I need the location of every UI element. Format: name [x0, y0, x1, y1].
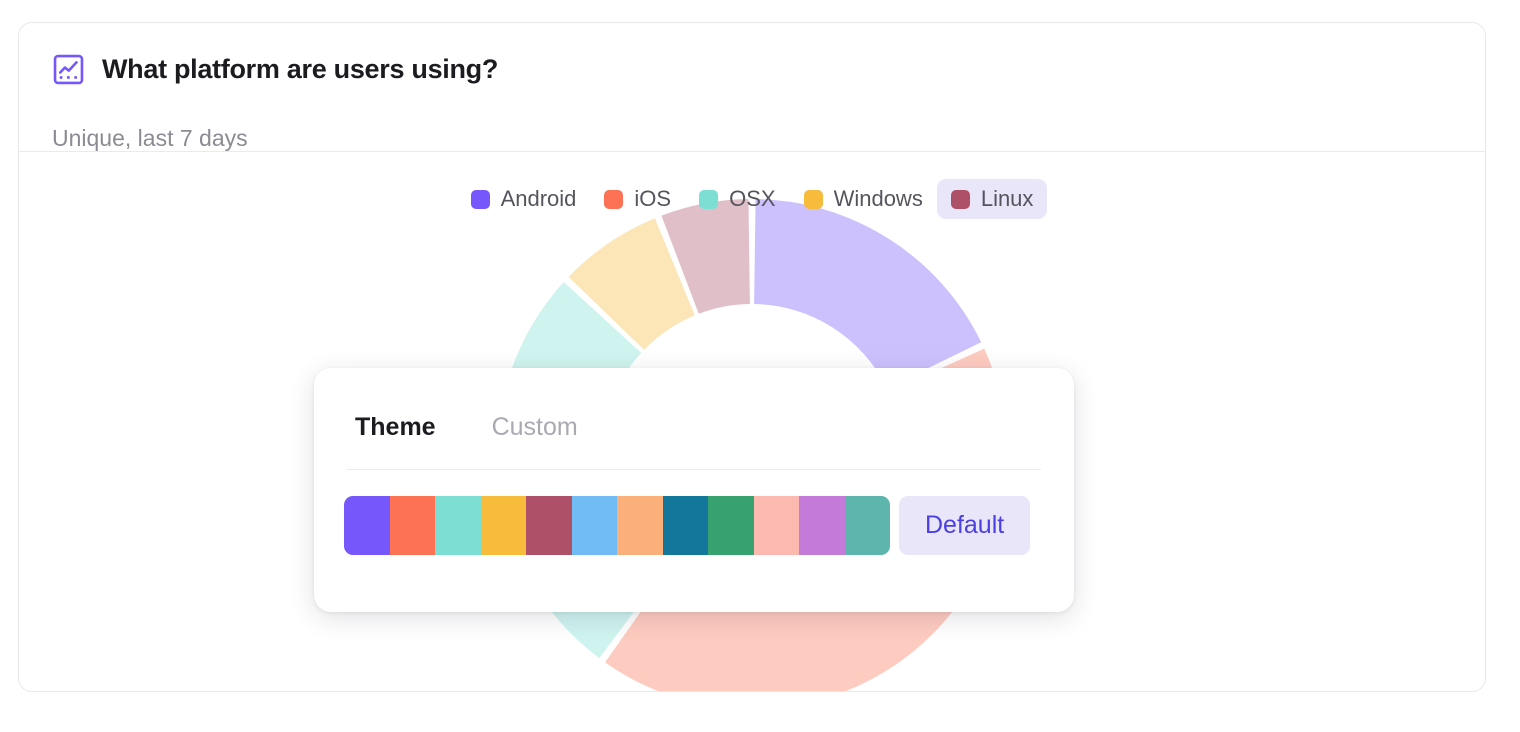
legend-item-label: OSX — [729, 186, 776, 211]
palette-chip-0[interactable] — [344, 496, 390, 555]
legend-item-label: Android — [500, 186, 577, 211]
legend-item-linux[interactable]: Linux — [936, 179, 1048, 219]
palette-chip-4[interactable] — [526, 496, 572, 555]
card-subtitle: Unique, last 7 days — [52, 125, 248, 151]
tab-custom[interactable]: Custom — [491, 413, 578, 441]
legend-item-windows[interactable]: Windows — [790, 179, 937, 219]
palette-chip-1[interactable] — [389, 496, 435, 555]
palette-chip-10[interactable] — [799, 496, 845, 555]
palette-chip-5[interactable] — [571, 496, 617, 555]
palette-chip-9[interactable] — [753, 496, 799, 555]
legend-item-android[interactable]: Android — [457, 179, 591, 219]
legend-item-osx[interactable]: OSX — [685, 179, 789, 219]
palette-chip-11[interactable] — [844, 496, 890, 555]
card-header: What platform are users using? Unique, l… — [19, 23, 1485, 152]
legend-item-label: Linux — [980, 186, 1034, 211]
platform-chart-card: What platform are users using? Unique, l… — [18, 22, 1486, 692]
chart-legend: Android iOS OSX Windows Linux — [19, 179, 1485, 219]
palette-chip-7[interactable] — [662, 496, 708, 555]
tab-theme[interactable]: Theme — [355, 413, 436, 441]
legend-swatch-windows-icon — [803, 189, 823, 209]
palette-row: Default — [344, 496, 1031, 555]
legend-swatch-android-icon — [470, 189, 490, 209]
palette-swatch-strip[interactable] — [344, 496, 890, 555]
legend-item-ios[interactable]: iOS — [590, 179, 685, 219]
donut-segment-android[interactable] — [754, 199, 982, 389]
popover-divider — [347, 469, 1041, 470]
legend-swatch-ios-icon — [604, 189, 624, 209]
donut-segment-linux[interactable] — [661, 199, 750, 314]
theme-picker-popover: Theme Custom Default — [314, 368, 1074, 612]
page-title: What platform are users using? — [102, 54, 499, 84]
palette-chip-2[interactable] — [435, 496, 481, 555]
default-palette-button[interactable]: Default — [899, 496, 1031, 555]
legend-item-label: Windows — [833, 186, 923, 211]
palette-chip-8[interactable] — [708, 496, 754, 555]
legend-swatch-linux-icon — [950, 189, 970, 209]
donut-segment-windows[interactable] — [568, 218, 695, 350]
palette-chip-3[interactable] — [480, 496, 526, 555]
popover-tab-list: Theme Custom — [355, 415, 578, 440]
palette-chip-6[interactable] — [617, 496, 663, 555]
line-chart-icon — [52, 53, 85, 86]
chart-area: Android iOS OSX Windows Linux Theme Custom De… — [19, 152, 1485, 691]
legend-swatch-osx-icon — [699, 189, 719, 209]
title-row: What platform are users using? — [52, 53, 498, 86]
legend-item-label: iOS — [634, 186, 672, 211]
